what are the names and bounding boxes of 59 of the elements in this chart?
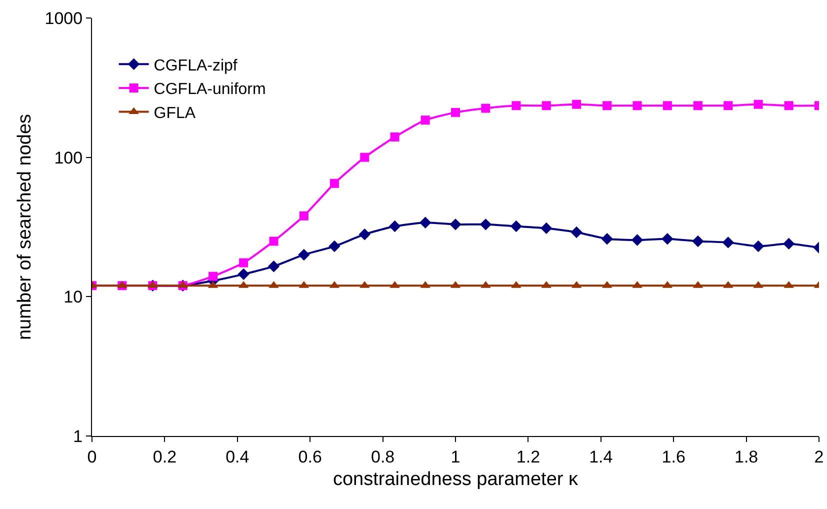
point	[481, 104, 490, 113]
legend-label: CGFLA-uniform	[154, 81, 266, 98]
point	[752, 240, 764, 252]
point	[601, 233, 613, 245]
point	[419, 216, 432, 228]
point	[360, 152, 370, 162]
point	[662, 101, 672, 110]
x-tick-label: 0.6	[298, 447, 322, 466]
y-tick-label: 1	[73, 426, 83, 446]
point	[388, 220, 401, 232]
point	[328, 240, 340, 252]
point	[540, 222, 552, 234]
y-tick-label: 10	[64, 288, 83, 307]
x-tick-label: 2	[814, 447, 824, 466]
point	[512, 101, 521, 110]
point	[782, 238, 795, 250]
point	[358, 228, 370, 240]
point	[299, 211, 308, 220]
point	[542, 101, 551, 110]
point	[510, 220, 522, 232]
point	[754, 100, 763, 109]
point	[722, 236, 734, 248]
point	[692, 235, 704, 248]
x-tick-label: 0.8	[370, 447, 395, 466]
point	[631, 234, 644, 246]
point	[693, 101, 702, 110]
x-tick-label: 1.8	[734, 447, 758, 466]
point	[480, 218, 492, 230]
point	[330, 178, 339, 188]
x-tick-label: 0.4	[226, 447, 250, 466]
point	[239, 258, 248, 268]
x-tick-label: 0.2	[152, 447, 177, 466]
point	[662, 233, 674, 245]
point	[632, 101, 642, 110]
point	[572, 100, 582, 109]
point	[269, 236, 278, 246]
y-tick-label: 100	[54, 148, 83, 168]
point	[268, 260, 280, 272]
point	[420, 116, 430, 125]
point	[450, 218, 462, 230]
x-tick-label: 1.4	[589, 447, 613, 466]
point	[298, 248, 310, 261]
y-axis-title: number of searched nodes	[14, 114, 36, 340]
point	[724, 101, 733, 110]
legend-label: CGFLA-zipf	[154, 57, 238, 74]
x-tick-label: 1.6	[662, 447, 686, 466]
x-tick-label: 1.2	[516, 447, 540, 466]
point	[602, 101, 612, 110]
point	[451, 108, 460, 117]
x-tick-label: 1	[450, 447, 460, 466]
y-tick-label: 1000	[44, 8, 83, 28]
point	[208, 272, 218, 281]
point	[238, 268, 250, 280]
legend-label: GFLA	[154, 105, 196, 122]
x-axis-title: constrainedness parameter κ	[332, 469, 579, 490]
point	[570, 226, 582, 238]
point	[784, 101, 794, 110]
point	[390, 132, 400, 142]
x-tick-label: 0	[87, 447, 97, 466]
